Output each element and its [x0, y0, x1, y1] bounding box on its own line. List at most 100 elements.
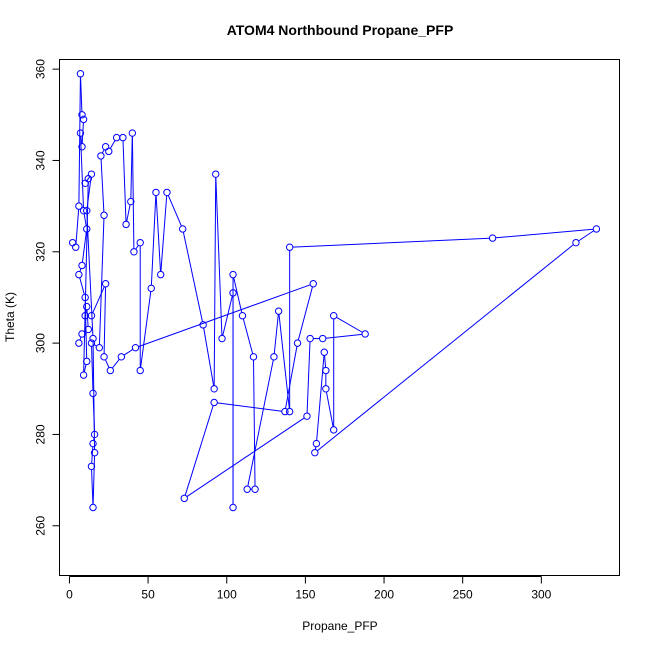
- series-line-segment: [297, 286, 313, 341]
- data-point: [163, 188, 171, 197]
- data-point: [218, 334, 226, 343]
- series-line-segment: [122, 140, 127, 222]
- data-point: [131, 343, 140, 352]
- series-line-segment: [273, 314, 279, 354]
- data-point: [81, 312, 89, 320]
- data-point: [322, 366, 330, 375]
- series-line-segment: [336, 316, 363, 333]
- data-point: [180, 494, 188, 503]
- series-line-segment: [79, 277, 85, 295]
- data-point: [89, 439, 97, 448]
- data-point: [78, 330, 86, 338]
- series-line-segment: [123, 348, 134, 356]
- data-point: [75, 202, 83, 210]
- y-tick-label: 320: [34, 241, 48, 261]
- series-line-segment: [186, 417, 305, 498]
- data-point: [572, 238, 580, 247]
- data-point: [318, 334, 327, 343]
- data-point: [87, 339, 96, 347]
- data-point: [112, 133, 121, 142]
- data-point: [119, 133, 127, 142]
- series-line-segment: [81, 232, 87, 263]
- series-line-segment: [92, 396, 95, 432]
- data-point: [101, 143, 110, 151]
- x-tick-label: 200: [374, 588, 394, 602]
- series-line-segment: [292, 237, 490, 248]
- series-line-segment: [92, 286, 105, 313]
- data-point: [152, 188, 160, 197]
- data-point: [130, 248, 138, 256]
- data-point: [251, 485, 259, 493]
- data-point: [83, 302, 91, 311]
- data-point: [274, 307, 283, 315]
- data-point: [90, 430, 99, 439]
- data-point: [285, 407, 294, 416]
- x-tick-label: 150: [295, 588, 315, 602]
- data-point: [281, 407, 289, 416]
- y-tick-label: 280: [34, 424, 48, 444]
- series-line-segment: [325, 391, 334, 427]
- data-point: [83, 225, 91, 233]
- series-line-segment: [83, 364, 87, 373]
- data-point: [79, 115, 88, 124]
- data-point: [72, 243, 80, 251]
- data-point: [127, 197, 135, 206]
- series-line-segment: [80, 136, 84, 208]
- data-point: [76, 69, 85, 78]
- series-line-segment: [79, 268, 82, 272]
- data-point: [285, 243, 294, 251]
- series-line-segment: [184, 405, 214, 496]
- data-point: [79, 206, 88, 215]
- data-point: [75, 270, 83, 279]
- series-line-segment: [103, 286, 107, 354]
- series-line-segment: [325, 333, 363, 339]
- data-point: [89, 334, 97, 343]
- x-tick-label: 100: [217, 588, 237, 602]
- data-point: [122, 220, 130, 229]
- data-point: [128, 129, 137, 137]
- data-point: [136, 238, 144, 247]
- series-line-segment: [83, 213, 87, 226]
- series-line-segment: [75, 209, 80, 245]
- data-point: [90, 449, 99, 457]
- series-line-segment: [100, 159, 105, 213]
- data-point: [101, 280, 110, 288]
- series-line-segment: [79, 336, 82, 341]
- data-point: [97, 152, 105, 160]
- series-line-segment: [150, 195, 157, 286]
- y-tick-label: 260: [34, 515, 48, 535]
- data-point: [87, 462, 96, 471]
- series-line-segment: [160, 195, 168, 272]
- series-line-segment: [78, 76, 81, 203]
- data-point: [75, 339, 83, 347]
- data-point: [117, 353, 126, 361]
- data-point: [156, 270, 165, 279]
- series-line-segment: [285, 346, 298, 409]
- series-line-segment: [578, 230, 595, 242]
- data-point: [210, 385, 218, 393]
- data-point: [488, 234, 497, 242]
- x-tick-label: 50: [141, 588, 155, 602]
- data-point: [81, 293, 89, 302]
- data-point: [312, 439, 321, 448]
- series-line-segment: [317, 244, 574, 452]
- x-axis-label: Propane_PFP: [302, 619, 377, 633]
- series-line-segment: [213, 177, 217, 386]
- data-point: [229, 270, 237, 279]
- data-point: [136, 366, 144, 375]
- x-axis: 0 50 100 150 200 250 300: [66, 576, 552, 602]
- data-point: [311, 449, 319, 457]
- series-line-segment: [217, 402, 282, 412]
- data-point: [100, 353, 108, 361]
- series-line-segment: [182, 231, 203, 322]
- series-line-segment: [104, 359, 110, 368]
- series-line-segment: [215, 177, 223, 336]
- y-tick-label: 300: [34, 333, 48, 353]
- data-point: [320, 348, 328, 356]
- data-point: [95, 343, 104, 352]
- data-point: [229, 289, 237, 297]
- data-point: [79, 371, 88, 379]
- series-line-segment: [167, 195, 182, 227]
- series-line-segment: [92, 455, 96, 505]
